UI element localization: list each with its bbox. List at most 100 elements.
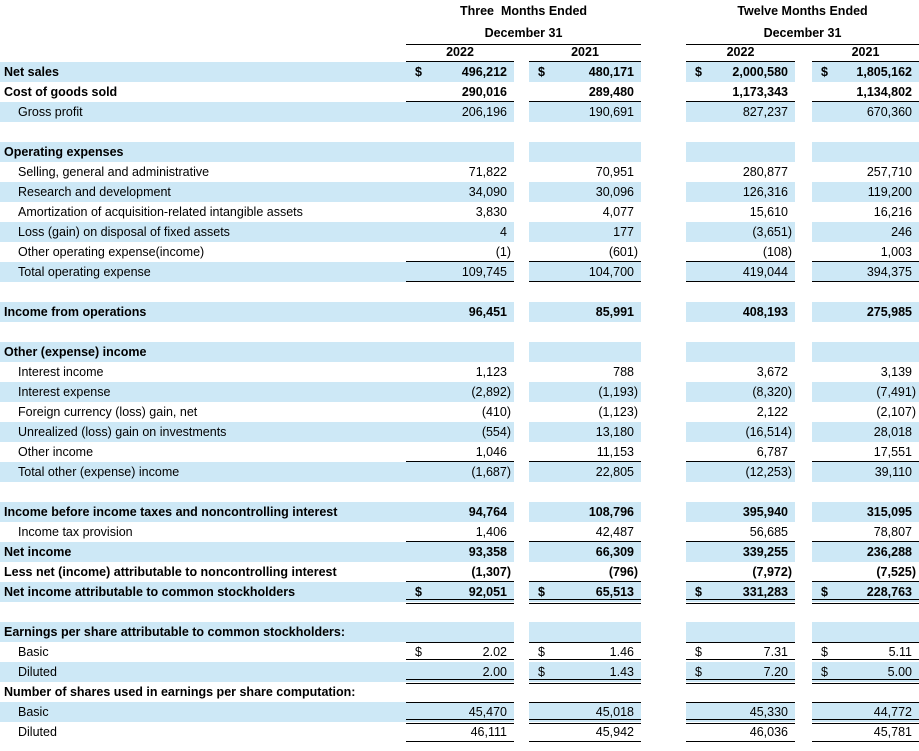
value-cell: (1,193) (529, 382, 641, 402)
value-cell: 315,095 (812, 502, 919, 522)
table-row: Operating expenses (0, 142, 919, 162)
value: 7.20 (763, 665, 788, 679)
column-gap (795, 102, 812, 122)
value: 480,171 (588, 65, 634, 79)
column-gap (514, 622, 529, 642)
value: 94,764 (468, 505, 507, 519)
value: 17,551 (873, 445, 912, 459)
column-gap (514, 502, 529, 522)
column-gap (514, 422, 529, 442)
value-cell: (1,307) (406, 562, 514, 582)
row-label (0, 122, 406, 142)
value: 236,288 (866, 545, 912, 559)
column-gap (641, 162, 686, 182)
spacer-row (0, 122, 919, 142)
row-label: Selling, general and administrative (18, 165, 210, 179)
value: 4,077 (602, 205, 634, 219)
value: (7,525) (876, 565, 916, 579)
table-row: Gross profit 206,196 190,691 827,237 670,360 (0, 102, 919, 122)
row-label (0, 322, 406, 342)
column-gap (641, 242, 686, 262)
row-label: Amortization of acquisition-related inta… (18, 205, 303, 219)
row-label: Basic (18, 645, 49, 659)
value-cell: $2,000,580 (686, 62, 795, 82)
column-gap (641, 182, 686, 202)
value: 56,685 (749, 525, 788, 539)
value-cell: 1,123 (406, 362, 514, 382)
date-header-row: December 31 December 31 (0, 22, 919, 45)
value-cell: 177 (529, 222, 641, 242)
value-cell (406, 602, 514, 622)
column-gap (641, 662, 686, 682)
value: 70,951 (595, 165, 634, 179)
column-gap (641, 102, 686, 122)
column-gap (795, 662, 812, 682)
value: 1,003 (880, 245, 912, 259)
value-cell: (3,651) (686, 222, 795, 242)
column-gap (514, 222, 529, 242)
value: 66,309 (595, 545, 634, 559)
column-gap (514, 442, 529, 462)
value-cell: $5.11 (812, 642, 919, 664)
value: 670,360 (866, 105, 912, 119)
row-label: Less net (income) attributable to noncon… (4, 565, 337, 579)
value: 5.11 (888, 645, 912, 659)
column-gap (795, 622, 812, 642)
value: 16,216 (873, 205, 912, 219)
date-header-twelve-months: December 31 (686, 22, 919, 45)
table-row: Diluted 46,111 45,942 46,036 45,781 (0, 722, 919, 742)
year-header: 2022 (686, 44, 795, 62)
table-row: Total operating expense 109,745 104,700 419… (0, 262, 919, 282)
value-cell: 11,153 (529, 442, 641, 462)
column-gap (641, 222, 686, 242)
column-gap (795, 442, 812, 462)
column-gap (514, 722, 529, 742)
value-cell (529, 682, 641, 702)
row-label: Net income attributable to common stockh… (0, 582, 406, 602)
spacer-row (0, 482, 919, 502)
value: 39,110 (874, 465, 912, 479)
value-cell: 236,288 (812, 542, 919, 562)
value-cell: 670,360 (812, 102, 919, 122)
column-gap (795, 302, 812, 322)
value: 46,111 (470, 725, 507, 739)
value-cell: 44,772 (812, 702, 919, 724)
value: 1,134,802 (856, 85, 912, 99)
column-gap (641, 562, 686, 582)
value-cell: (16,514) (686, 422, 795, 442)
dollar-sign: $ (538, 665, 545, 679)
year-header: 2021 (812, 44, 919, 62)
value-cell: 6,787 (686, 442, 795, 462)
value-cell (812, 602, 919, 622)
table-row: Income before income taxes and noncontro… (0, 502, 919, 522)
column-gap (641, 642, 686, 662)
column-gap (795, 522, 812, 542)
value-cell: 788 (529, 362, 641, 382)
value-cell: (7,525) (812, 562, 919, 582)
column-gap (641, 122, 686, 142)
value-cell: 108,796 (529, 502, 641, 522)
value: 4 (500, 225, 507, 239)
value-cell: 1,173,343 (686, 82, 795, 102)
column-gap (641, 62, 686, 82)
value: 5.00 (887, 665, 912, 679)
value-cell: 46,111 (406, 722, 514, 742)
value: 104,700 (588, 265, 634, 279)
column-gap (514, 142, 529, 162)
value-cell: $65,513 (529, 582, 641, 604)
column-gap (514, 462, 529, 482)
value: 92,051 (468, 585, 507, 599)
column-gap (795, 202, 812, 222)
column-gap (795, 642, 812, 662)
value-cell (686, 342, 795, 362)
column-gap (514, 482, 529, 502)
value: (12,253) (745, 465, 792, 479)
value: 395,940 (742, 505, 788, 519)
value-cell: (8,320) (686, 382, 795, 402)
dollar-sign: $ (695, 65, 702, 79)
value: 45,330 (749, 705, 788, 719)
value-cell (812, 122, 919, 142)
value: 6,787 (756, 445, 788, 459)
column-gap (795, 462, 812, 482)
value: 34,090 (468, 185, 507, 199)
